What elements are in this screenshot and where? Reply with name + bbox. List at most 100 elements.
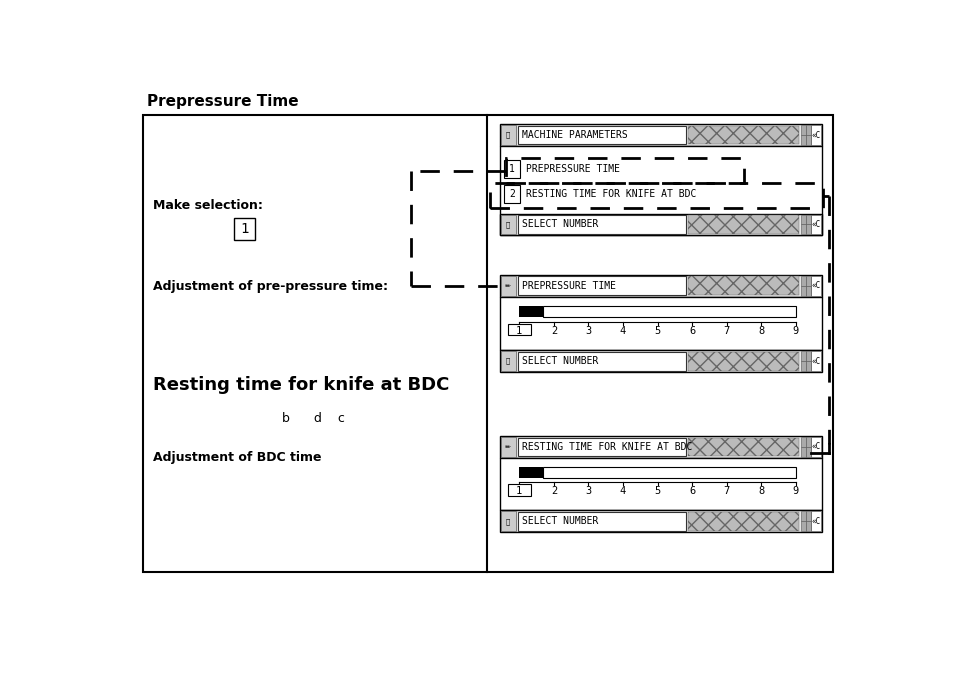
Text: RESTING TIME FOR KNIFE AT BDC: RESTING TIME FOR KNIFE AT BDC bbox=[521, 442, 692, 452]
Bar bbox=[687, 215, 799, 234]
Text: PREPRESSURE TIME: PREPRESSURE TIME bbox=[521, 281, 616, 291]
Text: 5: 5 bbox=[654, 487, 660, 496]
Text: SELECT NUMBER: SELECT NUMBER bbox=[521, 356, 598, 366]
Bar bbox=[687, 352, 799, 371]
Bar bbox=[801, 521, 805, 531]
Bar bbox=[810, 512, 820, 531]
Text: RESTING TIME FOR KNIFE AT BDC: RESTING TIME FOR KNIFE AT BDC bbox=[525, 189, 696, 198]
Text: 3: 3 bbox=[585, 326, 591, 336]
Text: MACHINE PARAMETERS: MACHINE PARAMETERS bbox=[521, 130, 627, 140]
Bar bbox=[500, 125, 515, 145]
Bar bbox=[801, 512, 805, 521]
Text: 1: 1 bbox=[508, 164, 515, 174]
Text: Adjustment of BDC time: Adjustment of BDC time bbox=[152, 452, 320, 464]
Text: 4: 4 bbox=[619, 326, 625, 336]
Bar bbox=[805, 361, 810, 371]
Text: PREPRESSURE TIME: PREPRESSURE TIME bbox=[525, 164, 619, 174]
Bar bbox=[500, 351, 515, 371]
Bar bbox=[810, 125, 820, 145]
Text: 🖐: 🖐 bbox=[505, 358, 510, 364]
Text: «C: «C bbox=[811, 281, 820, 290]
Bar bbox=[499, 124, 821, 146]
Bar bbox=[801, 286, 805, 296]
Text: 7: 7 bbox=[723, 487, 729, 496]
Text: 8: 8 bbox=[758, 487, 763, 496]
Bar bbox=[518, 352, 685, 371]
Bar bbox=[687, 277, 799, 295]
Text: ✏: ✏ bbox=[505, 283, 511, 289]
Bar bbox=[500, 276, 515, 296]
Text: «C: «C bbox=[811, 130, 820, 140]
Bar bbox=[801, 447, 805, 457]
Text: Prepressure Time: Prepressure Time bbox=[147, 94, 298, 109]
Bar bbox=[500, 215, 515, 234]
Text: Adjustment of pre-pressure time:: Adjustment of pre-pressure time: bbox=[152, 280, 387, 293]
Text: «C: «C bbox=[811, 517, 820, 526]
Bar bbox=[499, 458, 821, 510]
Bar bbox=[805, 125, 810, 135]
Bar bbox=[801, 351, 805, 361]
Bar bbox=[518, 277, 685, 295]
Text: 4: 4 bbox=[619, 487, 625, 496]
Bar bbox=[805, 286, 810, 296]
Bar bbox=[518, 467, 542, 478]
Bar bbox=[801, 225, 805, 234]
Text: 2: 2 bbox=[550, 487, 557, 496]
Bar bbox=[508, 485, 530, 495]
Text: 6: 6 bbox=[688, 487, 695, 496]
Text: 🖐: 🖐 bbox=[505, 221, 510, 227]
Bar bbox=[810, 437, 820, 457]
Bar bbox=[805, 521, 810, 531]
Bar bbox=[801, 125, 805, 135]
Text: b      d    c: b d c bbox=[282, 412, 344, 425]
Text: 2: 2 bbox=[508, 189, 515, 198]
Text: 🖐: 🖐 bbox=[505, 518, 510, 524]
Bar bbox=[499, 510, 821, 532]
Bar bbox=[805, 512, 810, 521]
Bar bbox=[805, 276, 810, 286]
Text: 3: 3 bbox=[585, 487, 591, 496]
Bar bbox=[687, 437, 799, 456]
Text: Make selection:: Make selection: bbox=[152, 199, 262, 212]
Bar bbox=[687, 126, 799, 144]
Text: ✏: ✏ bbox=[505, 444, 511, 450]
Bar bbox=[805, 215, 810, 225]
Bar bbox=[801, 215, 805, 225]
Bar bbox=[143, 115, 832, 572]
Bar bbox=[542, 467, 795, 478]
Text: 9: 9 bbox=[792, 326, 799, 336]
Text: 9: 9 bbox=[792, 487, 799, 496]
Bar bbox=[805, 437, 810, 447]
Bar bbox=[499, 436, 821, 458]
Bar bbox=[805, 225, 810, 234]
Bar bbox=[801, 361, 805, 371]
Text: Resting time for knife at BDC: Resting time for knife at BDC bbox=[152, 376, 449, 394]
Bar bbox=[805, 135, 810, 145]
Text: «C: «C bbox=[811, 356, 820, 366]
Bar bbox=[518, 126, 685, 144]
Text: 2: 2 bbox=[550, 326, 557, 336]
Bar bbox=[503, 185, 519, 202]
Text: «C: «C bbox=[811, 220, 820, 229]
Bar bbox=[499, 213, 821, 236]
Bar bbox=[499, 275, 821, 297]
Bar bbox=[490, 184, 822, 208]
Bar bbox=[233, 218, 254, 240]
Bar bbox=[801, 437, 805, 447]
Bar bbox=[801, 276, 805, 286]
Text: 6: 6 bbox=[688, 326, 695, 336]
Bar bbox=[500, 512, 515, 531]
Bar bbox=[805, 351, 810, 361]
Bar bbox=[503, 160, 519, 178]
Bar bbox=[810, 276, 820, 296]
Bar bbox=[499, 297, 821, 350]
Bar bbox=[805, 447, 810, 457]
Bar bbox=[499, 146, 821, 236]
Bar bbox=[801, 135, 805, 145]
Bar bbox=[810, 215, 820, 234]
Bar bbox=[518, 512, 685, 531]
Text: SELECT NUMBER: SELECT NUMBER bbox=[521, 516, 598, 526]
Text: 5: 5 bbox=[654, 326, 660, 336]
Bar bbox=[810, 351, 820, 371]
Text: «C: «C bbox=[811, 442, 820, 452]
